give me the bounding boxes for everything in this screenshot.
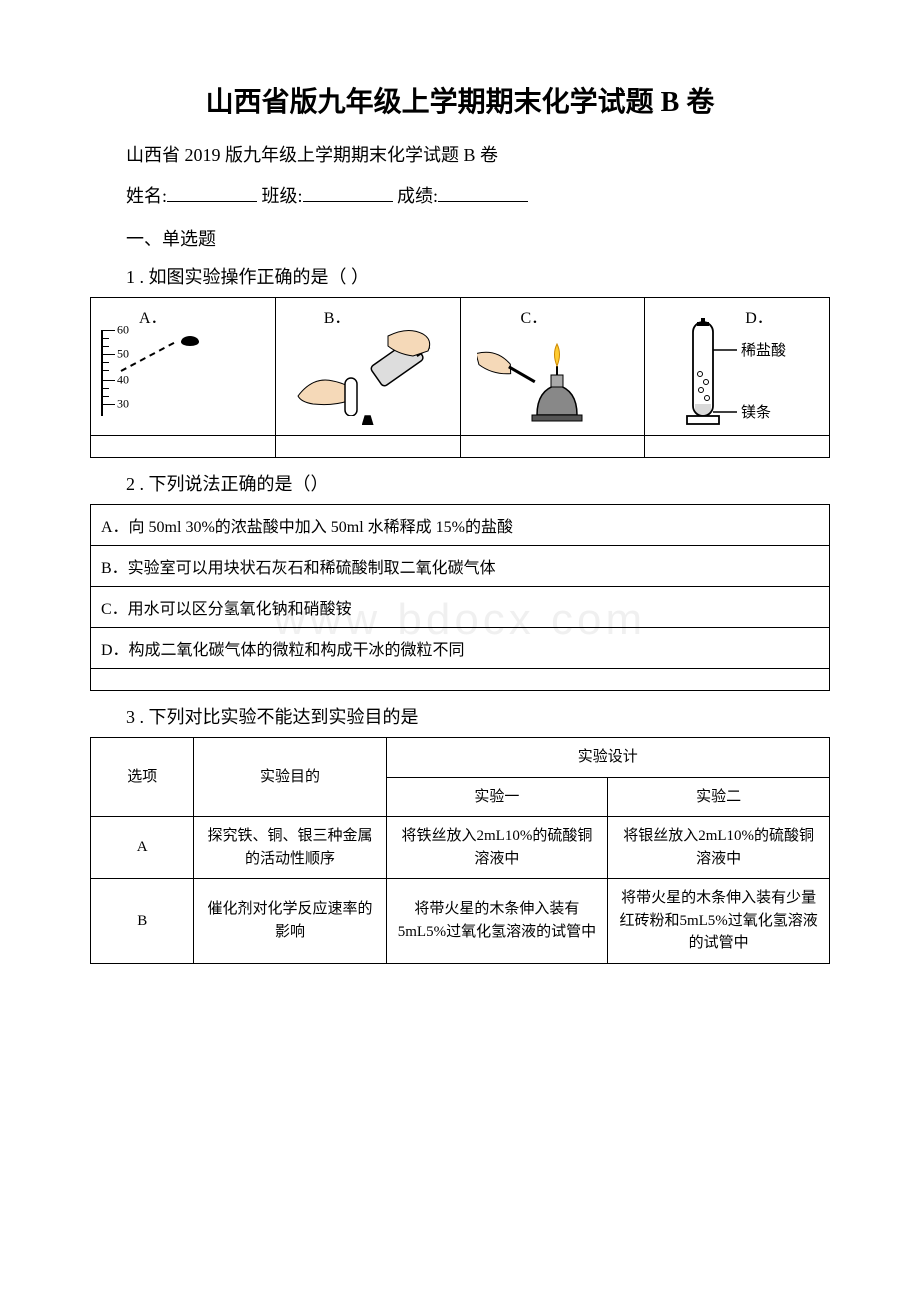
q3-b-d1: 将带火星的木条伸入装有5mL5%过氧化氢溶液的试管中 [386,879,608,964]
tick-50: 50 [117,347,129,362]
tick-60: 60 [117,323,129,338]
q1-c-label: C． [521,304,548,328]
q3-stem: 3 . 下列对比实验不能达到实验目的是 [90,703,830,729]
q3-head-exp2: 实验二 [608,777,830,817]
q1-option-d: D． 稀盐酸 镁条 [645,298,830,436]
q3-head-purpose: 实验目的 [194,738,386,817]
q2-option-c: C．用水可以区分氢氧化钠和硝酸铵 [91,587,830,628]
q3-row-a: A 探究铁、铜、银三种金属的活动性顺序 将铁丝放入2mL10%的硫酸铜溶液中 将… [91,817,830,879]
stopper-icon [362,415,374,425]
acid-label: 稀盐酸 [741,342,786,359]
q2-option-b: B．实验室可以用块状石灰石和稀硫酸制取二氧化碳气体 [91,546,830,587]
tick-30: 30 [117,397,129,412]
subtitle: 山西省 2019 版九年级上学期期末化学试题 B 卷 [90,140,830,171]
q1-option-c: C． [460,298,645,436]
q3-head-option: 选项 [91,738,194,817]
score-label: 成绩: [397,186,438,206]
q2-options-table: A．向 50ml 30%的浓盐酸中加入 50ml 水稀释成 15%的盐酸 B．实… [90,504,830,691]
q3-a-d2: 将银丝放入2mL10%的硫酸铜溶液中 [608,817,830,879]
q1-options-table: A． 60 50 40 30 B． [90,297,830,458]
q1-option-b: B． [275,298,460,436]
q3-head-design: 实验设计 [386,738,829,778]
page-title: 山西省版九年级上学期期末化学试题 B 卷 [90,80,830,120]
q1-d-label: D． [745,304,773,328]
q3-table: 选项 实验目的 实验设计 实验一 实验二 A 探究铁、铜、银三种金属的活动性顺序… [90,737,830,964]
section-heading: 一、单选题 [90,225,830,251]
lamp-lighting-icon [477,330,627,425]
q3-b-opt: B [91,879,194,964]
q3-row-b: B 催化剂对化学反应速率的影响 将带火星的木条伸入装有5mL5%过氧化氢溶液的试… [91,879,830,964]
pouring-icon [293,326,443,416]
student-info-line: 姓名: 班级: 成绩: [90,181,830,212]
q3-head-exp1: 实验一 [386,777,608,817]
q3-a-purpose: 探究铁、铜、银三种金属的活动性顺序 [194,817,386,879]
mg-label: 镁条 [741,404,771,421]
eye-icon [181,336,199,346]
q3-a-opt: A [91,817,194,879]
q1-b-label: B． [324,304,351,328]
q1-a-label: A． [139,304,167,328]
q2-option-d: D．构成二氧化碳气体的微粒和构成干冰的微粒不同 [91,628,830,669]
q3-b-d2: 将带火星的木条伸入装有少量红砖粉和5mL5%过氧化氢溶液的试管中 [608,879,830,964]
q3-a-d1: 将铁丝放入2mL10%的硫酸铜溶液中 [386,817,608,879]
q2-stem: 2 . 下列说法正确的是（） [90,470,830,496]
name-label: 姓名: [126,186,167,206]
q1-option-a: A． 60 50 40 30 [91,298,276,436]
q2-option-a: A．向 50ml 30%的浓盐酸中加入 50ml 水稀释成 15%的盐酸 [91,505,830,546]
class-label: 班级: [262,186,303,206]
q3-b-purpose: 催化剂对化学反应速率的影响 [194,879,386,964]
q1-stem: 1 . 如图实验操作正确的是（ ） [90,263,830,289]
test-tube-icon: 稀盐酸 镁条 [657,314,817,429]
tick-40: 40 [117,373,129,388]
ruler-icon: 60 50 40 30 [101,330,121,416]
